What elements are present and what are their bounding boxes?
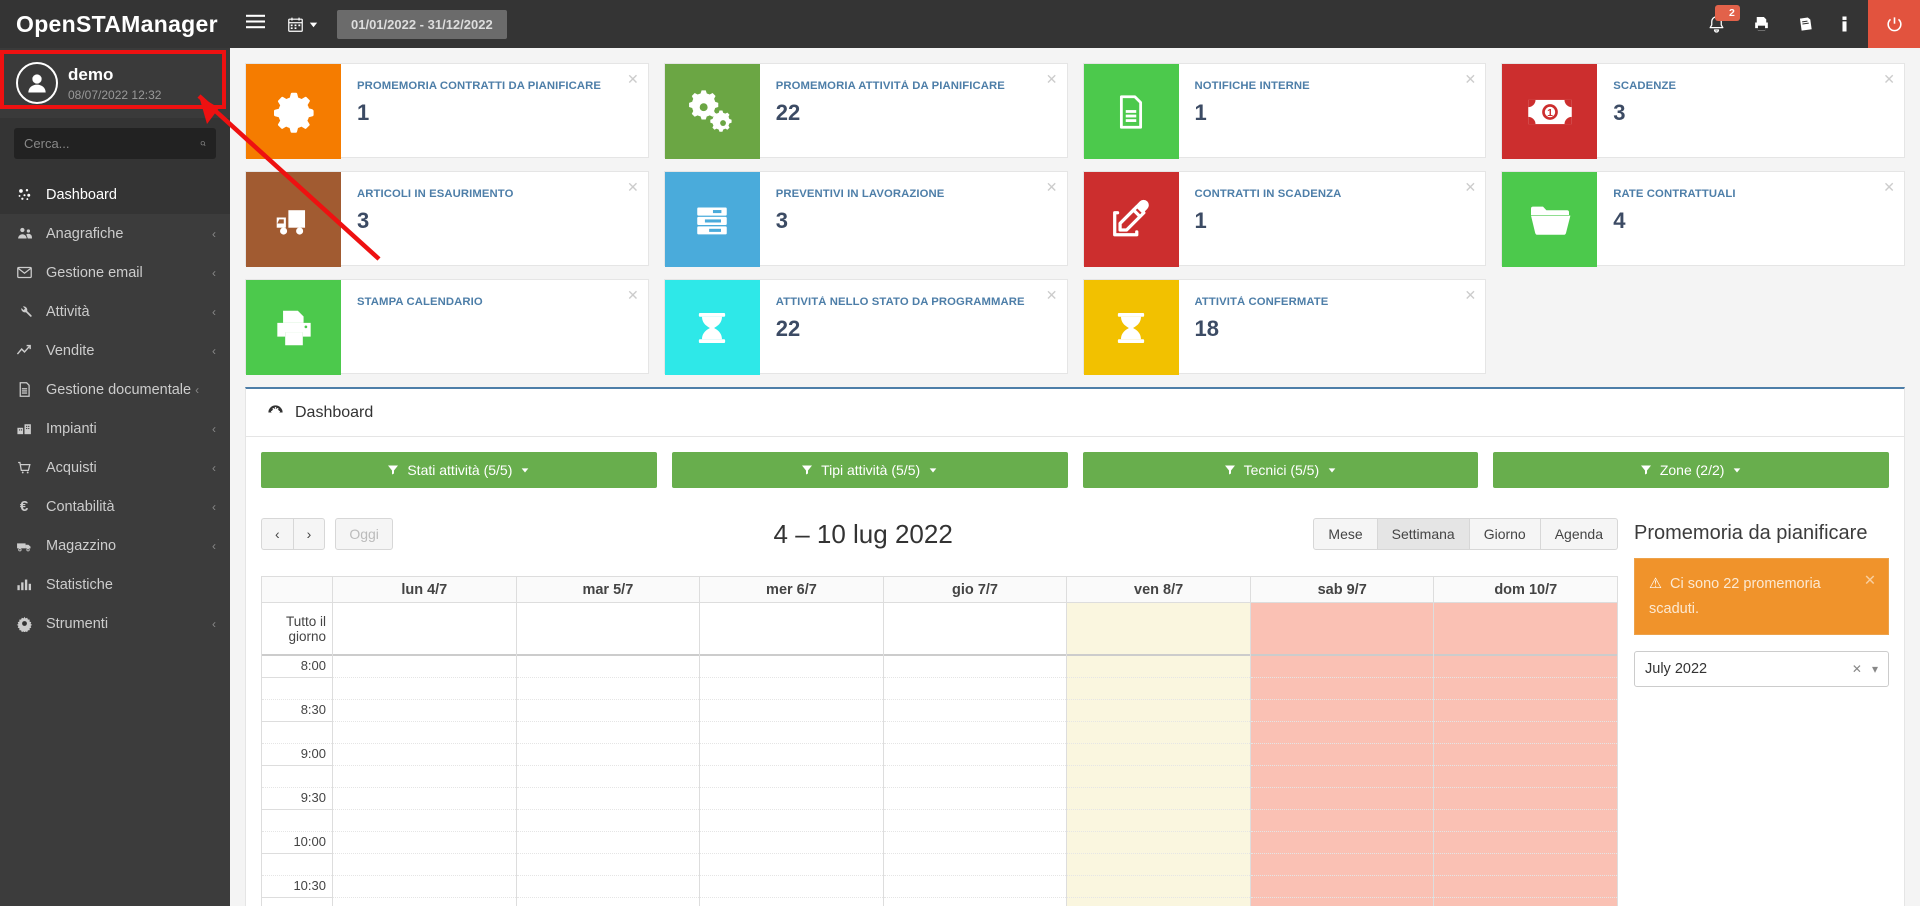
svg-text:1: 1 xyxy=(1547,108,1553,119)
